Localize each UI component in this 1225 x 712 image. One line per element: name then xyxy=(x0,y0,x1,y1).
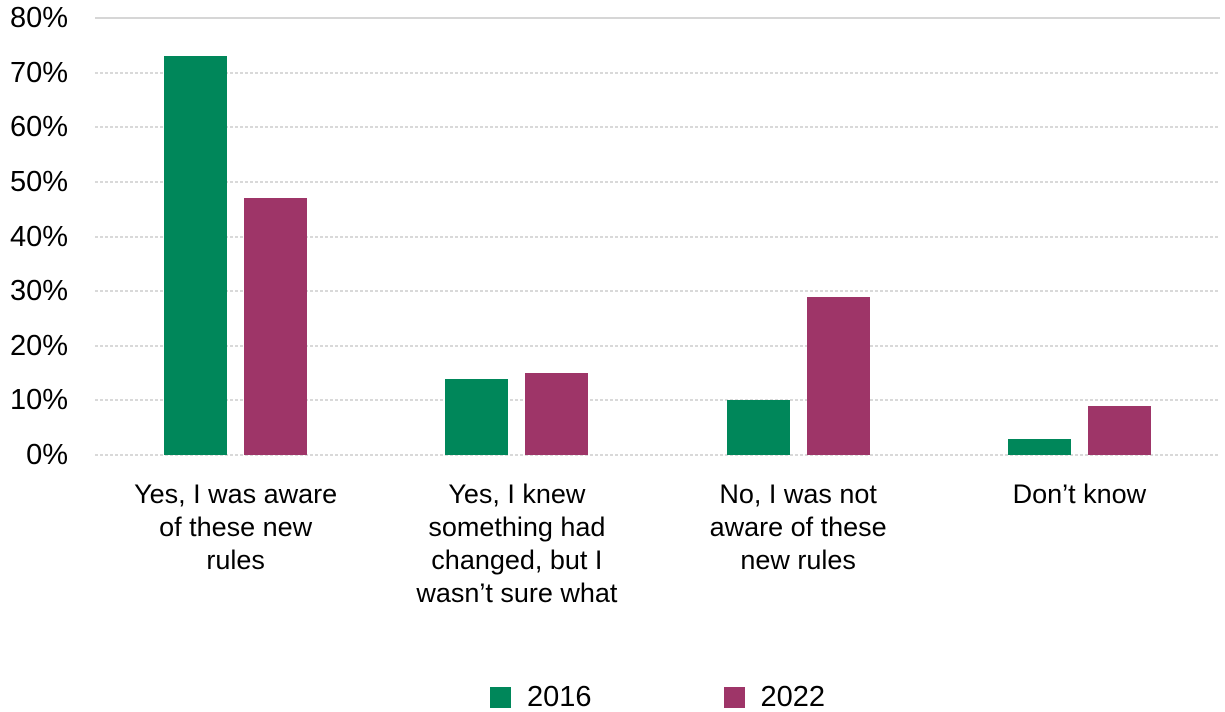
y-axis-tick-label-0: 0% xyxy=(26,439,68,471)
legend-label-2016: 2016 xyxy=(526,681,592,712)
bar-group-1 xyxy=(376,18,657,455)
bar-2022-category-0 xyxy=(244,198,308,455)
bar-2016-category-3 xyxy=(1007,438,1071,455)
y-axis-tick-label-60: 60% xyxy=(9,111,68,144)
bar-2016-category-0 xyxy=(164,56,228,455)
legend-item-2022: 2022 xyxy=(723,681,826,712)
legend: 2016 2022 xyxy=(95,683,1220,712)
legend-swatch-2022 xyxy=(723,687,745,708)
bar-2022-category-2 xyxy=(806,296,870,455)
gridline-10 xyxy=(95,399,1220,402)
bar-group-3 xyxy=(939,18,1220,455)
y-axis-tick-label-10: 10% xyxy=(9,384,68,417)
gridline-80 xyxy=(95,17,1220,19)
y-axis-tick-label-30: 30% xyxy=(9,275,68,308)
y-axis-tick-label-70: 70% xyxy=(9,56,68,89)
gridline-70 xyxy=(95,71,1220,74)
gridline-20 xyxy=(95,344,1220,347)
bar-2022-category-1 xyxy=(525,373,589,455)
bar-2016-category-2 xyxy=(726,400,790,455)
gridline-60 xyxy=(95,126,1220,129)
gridline-0 xyxy=(95,454,1220,456)
y-axis-tick-label-40: 40% xyxy=(9,220,68,253)
gridline-40 xyxy=(95,235,1220,238)
x-axis-category-label-2: No, I was not aware of these new rules xyxy=(709,479,887,575)
legend-item-2016: 2016 xyxy=(489,681,592,712)
gridline-50 xyxy=(95,180,1220,183)
y-axis-tick-label-20: 20% xyxy=(9,329,68,362)
legend-label-2022: 2022 xyxy=(760,681,826,712)
gridline-30 xyxy=(95,290,1220,293)
y-axis-tick-label-50: 50% xyxy=(9,165,68,198)
y-axis-tick-label-80: 80% xyxy=(9,2,68,34)
bar-2016-category-1 xyxy=(445,378,509,455)
x-axis-category-label-0: Yes, I was aware of these new rules xyxy=(134,479,338,575)
x-axis-category-label-3: Don’t know xyxy=(1012,479,1147,509)
bar-group-0 xyxy=(95,18,376,455)
x-axis-category-label-1: Yes, I knew something had changed, but I… xyxy=(416,479,618,608)
legend-swatch-2016 xyxy=(489,687,511,708)
bar-group-2 xyxy=(658,18,939,455)
bar-2022-category-3 xyxy=(1087,405,1151,455)
